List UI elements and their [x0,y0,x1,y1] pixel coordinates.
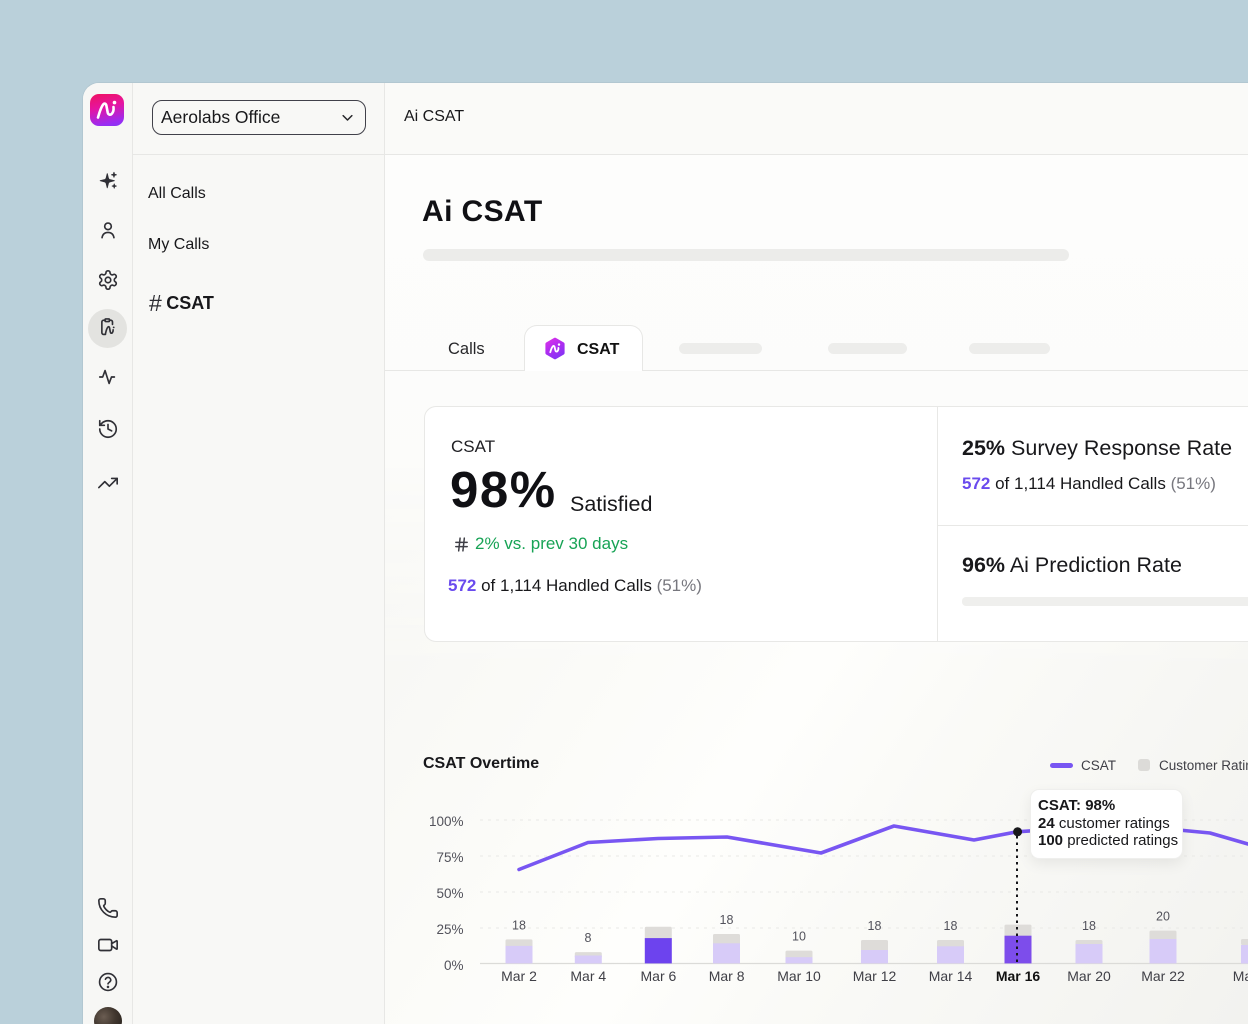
svg-text:18: 18 [868,919,882,933]
svg-text:100%: 100% [429,814,464,829]
svg-text:Mar 10: Mar 10 [777,968,821,984]
svg-text:Mar 8: Mar 8 [709,968,745,984]
svg-text:Mar 16: Mar 16 [996,968,1041,984]
svg-text:Mar 24: Mar 24 [1233,968,1248,984]
svg-text:Mar 22: Mar 22 [1141,968,1185,984]
svg-text:20: 20 [1156,910,1170,924]
svg-text:25%: 25% [436,922,463,937]
svg-text:18: 18 [720,913,734,927]
svg-text:75%: 75% [436,850,463,865]
svg-text:Mar 20: Mar 20 [1067,968,1111,984]
svg-text:8: 8 [585,931,592,945]
svg-text:Mar 2: Mar 2 [501,968,537,984]
svg-text:50%: 50% [436,886,463,901]
svg-text:0%: 0% [444,958,464,973]
svg-text:10: 10 [792,930,806,944]
svg-text:Mar 12: Mar 12 [853,968,897,984]
svg-text:Mar 4: Mar 4 [570,968,606,984]
svg-text:18: 18 [944,919,958,933]
svg-text:18: 18 [1082,919,1096,933]
svg-text:18: 18 [512,918,526,932]
svg-text:Mar 14: Mar 14 [929,968,973,984]
svg-text:Mar 6: Mar 6 [641,968,677,984]
